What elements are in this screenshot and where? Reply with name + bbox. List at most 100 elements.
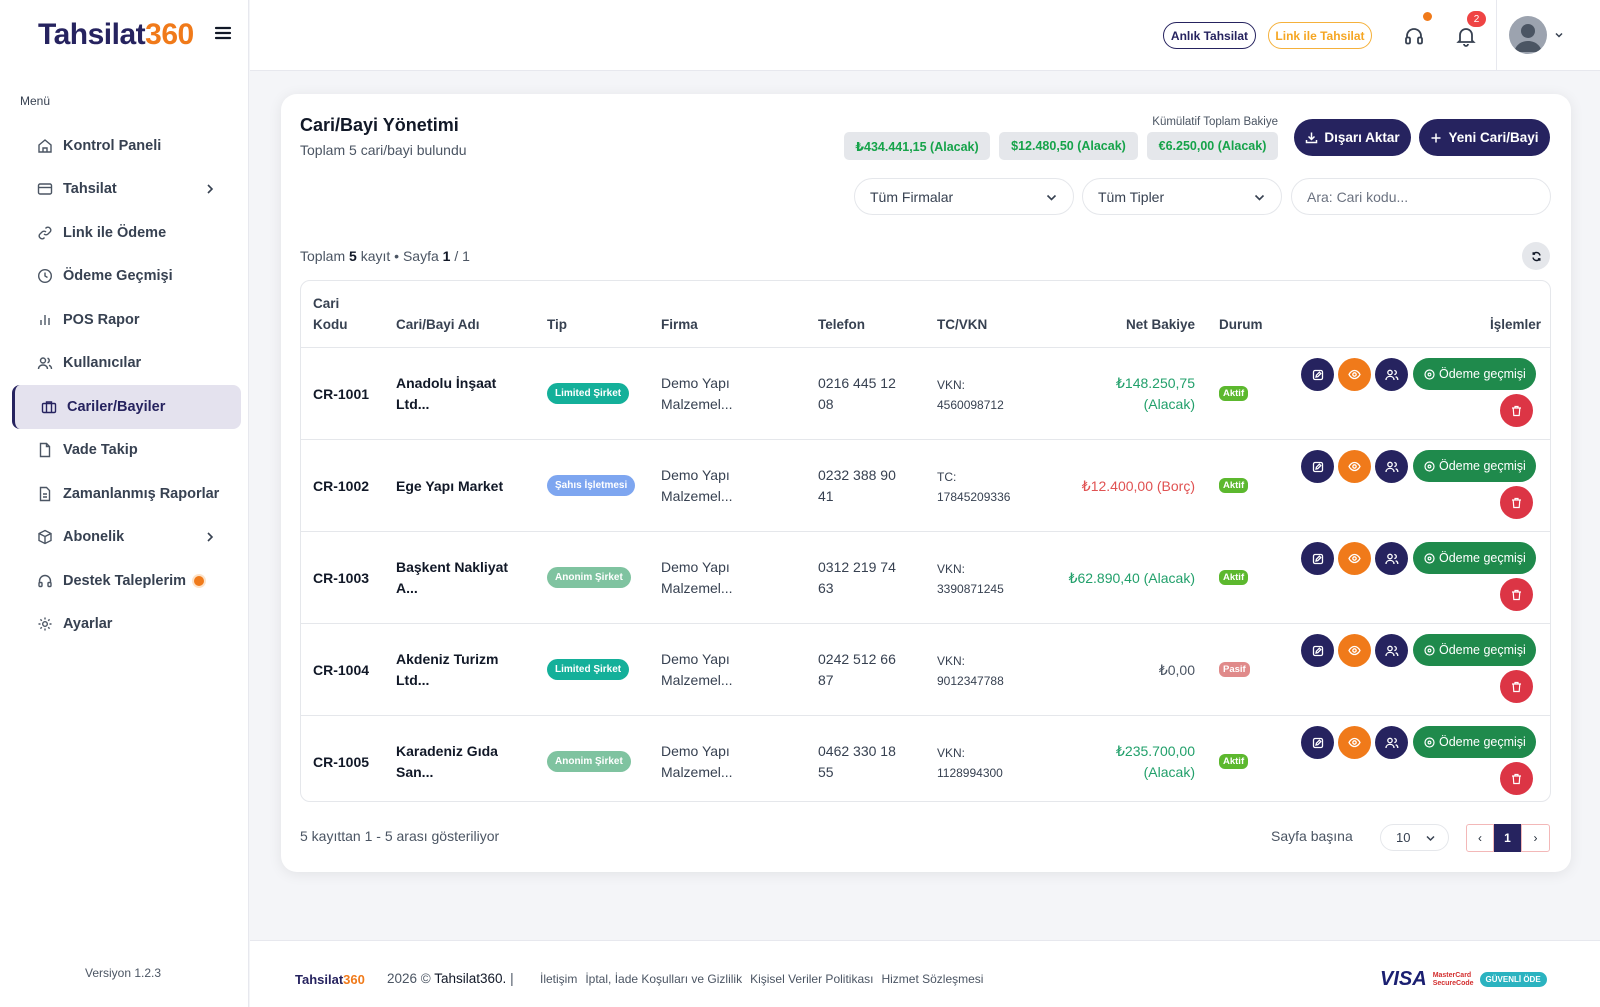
delete-button[interactable]: [1500, 762, 1533, 795]
export-button[interactable]: Dışarı Aktar: [1294, 119, 1411, 156]
view-button[interactable]: [1338, 358, 1371, 391]
sidebar-item-ayarlar[interactable]: Ayarlar: [12, 603, 241, 647]
edit-button[interactable]: [1301, 634, 1334, 667]
box-icon: [37, 529, 53, 545]
chevron-down-icon[interactable]: [1554, 30, 1564, 40]
view-button[interactable]: [1338, 634, 1371, 667]
cell-name-line1: Başkent Nakliyat: [396, 559, 509, 575]
delete-button[interactable]: [1500, 486, 1533, 519]
eye-icon: [1348, 460, 1361, 473]
refresh-button[interactable]: [1522, 242, 1550, 270]
pagination-info: 5 kayıttan 1 - 5 arası gösteriliyor: [300, 828, 500, 844]
edit-button[interactable]: [1301, 358, 1334, 391]
payment-history-button[interactable]: Ödeme geçmişi: [1413, 450, 1536, 482]
mastercard-text: MasterCard: [1432, 971, 1472, 979]
per-page-select[interactable]: 10: [1380, 824, 1449, 851]
cell-phone-line2: 55: [818, 764, 834, 780]
cell-balance: ₺235.700,00 (Alacak): [1021, 741, 1195, 783]
sidebar-item-pos-rapor[interactable]: POS Rapor: [12, 298, 241, 342]
cell-phone-line2: 87: [818, 672, 834, 688]
cell-name[interactable]: Karadeniz Gıda San...: [396, 741, 498, 783]
cell-name[interactable]: Ege Yapı Market: [396, 476, 503, 497]
sidebar-item-vade-takip[interactable]: Vade Takip: [12, 429, 241, 473]
next-page-button[interactable]: ›: [1521, 824, 1550, 852]
column-header-tax[interactable]: TC/VKN: [937, 317, 988, 332]
footer-brand[interactable]: Tahsilat360.: [434, 971, 507, 986]
sidebar-item-link-ile-odeme[interactable]: Link ile Ödeme: [12, 211, 241, 255]
logo[interactable]: Tahsilat360: [38, 18, 194, 52]
sidebar-item-zamanlanmis-raporlar[interactable]: Zamanlanmış Raporlar: [12, 472, 241, 516]
page-1-button[interactable]: 1: [1494, 824, 1521, 852]
sidebar-item-kontrol-paneli[interactable]: Kontrol Paneli: [12, 124, 241, 168]
history-icon: [1424, 368, 1435, 380]
view-button[interactable]: [1338, 726, 1371, 759]
column-header-company[interactable]: Firma: [661, 317, 698, 332]
column-header-actions: İşlemler: [1489, 317, 1541, 332]
headset-icon[interactable]: [1403, 25, 1425, 47]
users-icon: [1384, 460, 1399, 474]
sidebar-item-destek-taleplerim[interactable]: Destek Taleplerim: [12, 559, 241, 603]
cell-phone-line2: 41: [818, 488, 834, 504]
cell-tax: VKN: 4560098712: [937, 375, 1004, 415]
sidebar-item-tahsilat[interactable]: Tahsilat: [12, 168, 241, 212]
column-header-status[interactable]: Durum: [1219, 317, 1263, 332]
payment-history-button[interactable]: Ödeme geçmişi: [1413, 634, 1536, 666]
cell-balance: ₺148.250,75 (Alacak): [1021, 373, 1195, 415]
column-header-phone[interactable]: Telefon: [818, 317, 865, 332]
delete-button[interactable]: [1500, 578, 1533, 611]
footer-link-terms[interactable]: Hizmet Sözleşmesi: [881, 972, 984, 986]
payment-history-label: Ödeme geçmişi: [1439, 551, 1526, 565]
instant-collection-button[interactable]: Anlık Tahsilat: [1163, 22, 1256, 49]
new-dealer-button[interactable]: Yeni Cari/Bayi: [1419, 119, 1550, 156]
eye-icon: [1348, 736, 1361, 749]
payment-history-label: Ödeme geçmişi: [1439, 367, 1526, 381]
edit-button[interactable]: [1301, 726, 1334, 759]
footer-link-refund[interactable]: İptal, İade Koşulları ve Gizlilik: [585, 972, 743, 986]
column-header-name[interactable]: Cari/Bayi Adı: [396, 317, 480, 332]
company-filter-select[interactable]: Tüm Firmalar: [854, 178, 1074, 215]
cell-name[interactable]: Akdeniz Turizm Ltd...: [396, 649, 498, 691]
avatar[interactable]: [1509, 16, 1547, 54]
cell-name[interactable]: Başkent Nakliyat A...: [396, 557, 508, 599]
link-collection-button[interactable]: Link ile Tahsilat: [1268, 22, 1372, 49]
cell-name[interactable]: Anadolu İnşaat Ltd...: [396, 373, 496, 415]
footer-link-privacy[interactable]: Kişisel Veriler Politikası: [750, 972, 874, 986]
footer-link-contact[interactable]: İletişim: [540, 972, 578, 986]
users-button[interactable]: [1375, 450, 1408, 483]
type-badge: Anonim Şirket: [547, 751, 631, 772]
payment-history-button[interactable]: Ödeme geçmişi: [1413, 542, 1536, 574]
hamburger-icon[interactable]: [214, 24, 232, 42]
sidebar-item-odeme-gecmisi[interactable]: Ödeme Geçmişi: [12, 255, 241, 299]
users-button[interactable]: [1375, 358, 1408, 391]
cell-tax-label: TC:: [937, 470, 957, 484]
bell-icon[interactable]: [1455, 25, 1477, 47]
table-row: CR-1001 Anadolu İnşaat Ltd... Limited Şir…: [301, 347, 1550, 439]
users-button[interactable]: [1375, 542, 1408, 575]
edit-button[interactable]: [1301, 450, 1334, 483]
home-icon: [37, 138, 53, 154]
delete-button[interactable]: [1500, 670, 1533, 703]
view-button[interactable]: [1338, 542, 1371, 575]
column-header-type[interactable]: Tip: [547, 317, 567, 332]
sidebar-item-cariler-bayiler[interactable]: Cariler/Bayiler: [12, 385, 241, 429]
table-row: CR-1002 Ege Yapı Market Şahıs İşletmesi …: [301, 439, 1550, 531]
cell-company: Demo Yapı Malzemel...: [661, 741, 733, 783]
users-button[interactable]: [1375, 634, 1408, 667]
type-filter-select[interactable]: Tüm Tipler: [1082, 178, 1282, 215]
column-header-balance[interactable]: Net Bakiye: [1125, 317, 1195, 332]
sidebar-item-abonelik[interactable]: Abonelik: [12, 516, 241, 560]
column-header-code[interactable]: Cari Kodu: [313, 293, 348, 335]
payment-history-button[interactable]: Ödeme geçmişi: [1413, 358, 1536, 390]
prev-page-button[interactable]: ‹: [1466, 824, 1494, 852]
users-button[interactable]: [1375, 726, 1408, 759]
payment-history-button[interactable]: Ödeme geçmişi: [1413, 726, 1536, 758]
cell-phone-line2: 63: [818, 580, 834, 596]
edit-button[interactable]: [1301, 542, 1334, 575]
search-input[interactable]: [1291, 178, 1551, 215]
sidebar-item-label: Abonelik: [63, 529, 125, 546]
delete-button[interactable]: [1500, 394, 1533, 427]
view-button[interactable]: [1338, 450, 1371, 483]
cell-code: CR-1004: [313, 662, 370, 678]
cell-company-line2: Malzemel...: [661, 764, 733, 780]
sidebar-item-kullanicilar[interactable]: Kullanıcılar: [12, 342, 241, 386]
